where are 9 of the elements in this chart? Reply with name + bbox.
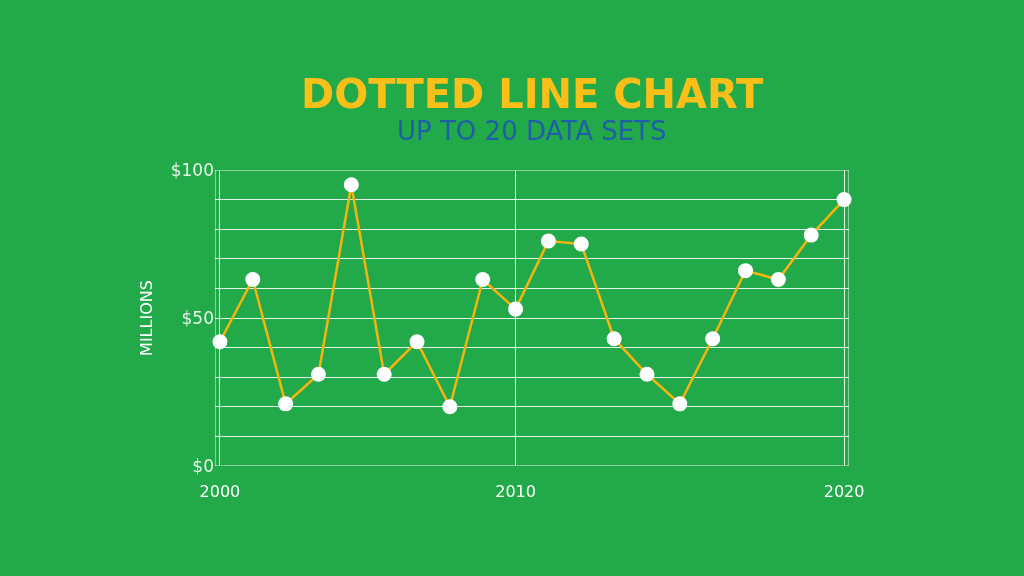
x-tick-label: 2000 bbox=[199, 482, 241, 501]
y-tick-label: $100 bbox=[170, 159, 214, 180]
chart-title: DOTTED LINE CHART bbox=[301, 71, 765, 117]
chart-subtitle: UP TO 20 DATA SETS bbox=[397, 116, 667, 146]
x-tick-label: 2020 bbox=[823, 482, 865, 501]
y-tick-label: $0 bbox=[192, 455, 214, 476]
x-tick-label: 2010 bbox=[495, 482, 536, 501]
y-axis-title: MILLIONS bbox=[136, 280, 156, 356]
y-tick-label: $50 bbox=[181, 307, 214, 328]
